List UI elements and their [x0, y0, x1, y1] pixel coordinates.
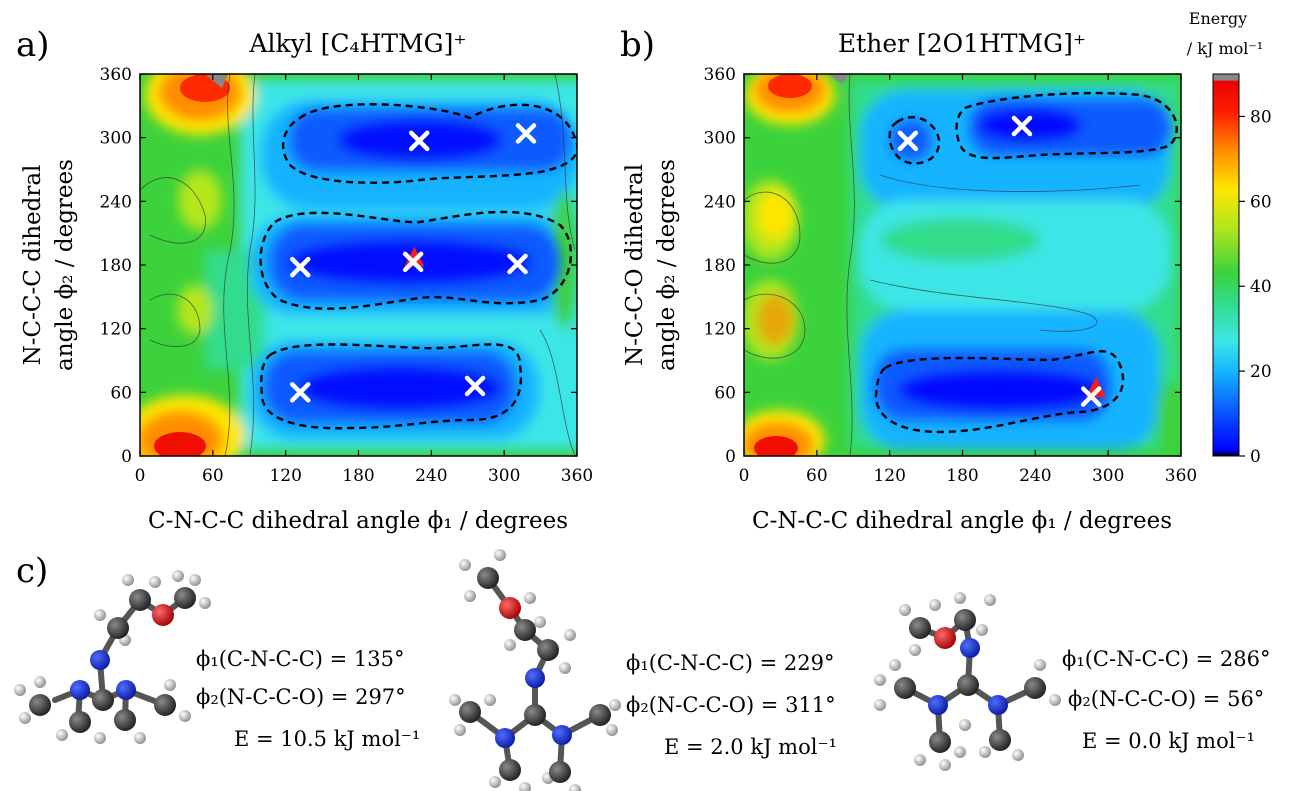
- panel-b-title: Ether [2O1HTMG]⁺: [838, 29, 1086, 58]
- conformer-1-energy: E = 10.5 kJ mol⁻¹: [234, 727, 420, 751]
- conformer-2-phi2: ϕ₂(N-C-C-O) = 311°: [626, 693, 836, 717]
- x-tick-label: 300: [488, 466, 520, 486]
- colorbar-ticks: 0 20 40 60 80: [1239, 107, 1272, 467]
- x-tick-label: 0: [135, 466, 146, 486]
- x-tick-label: 60: [806, 466, 828, 486]
- minimum-x-marker: [402, 251, 424, 273]
- panel-a-ticks: 0 60 120 180 240 300 360 0 60 120 180 240 300 360: [100, 65, 594, 486]
- y-tick-label: 120: [100, 320, 132, 340]
- colorbar-tick-label: 0: [1250, 447, 1261, 467]
- panel-a-title: Alkyl [C₄HTMG]⁺: [248, 29, 466, 58]
- minimum-x-marker: [515, 123, 537, 144]
- panel-a-letter: a): [16, 25, 50, 65]
- conformer-1-phi2: ϕ₂(N-C-C-O) = 297°: [196, 685, 406, 709]
- y-tick-label: 60: [110, 383, 132, 403]
- minimum-x-marker: [1011, 115, 1033, 137]
- minimum-x-marker: [1080, 386, 1102, 407]
- global-minimum-triangle: [1086, 377, 1107, 398]
- colorbar-tick-label: 80: [1250, 107, 1272, 127]
- x-tick-label: 360: [1165, 466, 1197, 486]
- colorbar-gradient: [1212, 73, 1240, 457]
- colorbar: Energy / kJ mol⁻¹ 0 20 40 60 80: [1187, 9, 1272, 467]
- colorbar-title-line1: Energy: [1189, 9, 1247, 28]
- global-minimum-triangle: [404, 246, 425, 267]
- y-tick-label: 120: [704, 320, 736, 340]
- y-tick-label: 180: [704, 256, 736, 276]
- panel-c-letter: c): [16, 551, 48, 591]
- conformer-3-energy: E = 0.0 kJ mol⁻¹: [1082, 729, 1255, 753]
- x-tick-label: 120: [269, 466, 301, 486]
- conformer-2-molecule: [449, 549, 621, 791]
- panel-a-ylabel-line2: angle ϕ₂ / degrees: [52, 159, 78, 371]
- conformer-2-phi1: ϕ₁(C-N-C-C) = 229°: [626, 651, 835, 675]
- panel-c: c) ϕ₁(C-N-C-C): [14, 549, 1271, 791]
- colorbar-title-line2: / kJ mol⁻¹: [1187, 39, 1263, 58]
- panel-b-ylabel-line2: angle ϕ₂ / degrees: [654, 159, 680, 371]
- y-tick-label: 180: [100, 256, 132, 276]
- y-tick-label: 360: [100, 65, 132, 85]
- x-tick-label: 60: [202, 466, 224, 486]
- conformer-1-molecule: [14, 570, 211, 744]
- y-tick-label: 300: [704, 129, 736, 149]
- y-tick-label: 240: [100, 192, 132, 212]
- x-tick-label: 300: [1092, 466, 1124, 486]
- x-tick-label: 180: [342, 466, 374, 486]
- minimum-x-marker: [897, 130, 919, 152]
- x-tick-label: 180: [946, 466, 978, 486]
- panel-b-heatmap: [744, 74, 1181, 456]
- panel-b-ticks: 0 60 120 180 240 300 360 0 60 120 180 240 300 360: [704, 65, 1198, 486]
- conformer-3-phi1: ϕ₁(C-N-C-C) = 286°: [1062, 647, 1271, 671]
- minimum-x-marker: [464, 375, 486, 397]
- y-tick-label: 300: [100, 129, 132, 149]
- x-tick-label: 120: [873, 466, 905, 486]
- panel-b-ylabel-line1: N-C-C-O dihedral: [622, 164, 648, 366]
- x-tick-label: 0: [739, 466, 750, 486]
- panel-b-xlabel: C-N-C-C dihedral angle ϕ₁ / degrees: [752, 508, 1172, 534]
- panel-b-letter: b): [620, 25, 655, 65]
- conformer-2-energy: E = 2.0 kJ mol⁻¹: [664, 735, 837, 759]
- panel-b-markers: [897, 115, 1107, 407]
- conformer-3-phi2: ϕ₂(N-C-C-O) = 56°: [1068, 687, 1264, 711]
- panel-b: b) Ether [2O1HTMG]⁺: [620, 25, 1197, 534]
- x-tick-label: 240: [415, 466, 447, 486]
- minimum-x-marker: [289, 382, 311, 403]
- y-tick-label: 240: [704, 192, 736, 212]
- panel-a-markers: [289, 123, 537, 403]
- colorbar-tick-label: 20: [1250, 362, 1272, 382]
- colorbar-tick-label: 40: [1250, 277, 1272, 297]
- x-tick-label: 360: [561, 466, 593, 486]
- minimum-x-marker: [507, 253, 528, 275]
- minimum-x-marker: [408, 130, 430, 152]
- conformer-1-phi1: ϕ₁(C-N-C-C) = 135°: [196, 647, 405, 671]
- colorbar-tick-label: 60: [1250, 192, 1272, 212]
- conformer-3-molecule: [874, 592, 1061, 771]
- x-tick-label: 240: [1019, 466, 1051, 486]
- panel-a: a) Alkyl [C₄HTMG]⁺: [16, 25, 593, 534]
- minimum-x-marker: [289, 256, 311, 278]
- y-tick-label: 0: [725, 447, 736, 467]
- panel-a-xlabel: C-N-C-C dihedral angle ϕ₁ / degrees: [148, 508, 568, 534]
- y-tick-label: 0: [121, 447, 132, 467]
- panel-a-ylabel-line1: N-C-C-C dihedral: [20, 165, 46, 366]
- y-tick-label: 360: [704, 65, 736, 85]
- y-tick-label: 60: [714, 383, 736, 403]
